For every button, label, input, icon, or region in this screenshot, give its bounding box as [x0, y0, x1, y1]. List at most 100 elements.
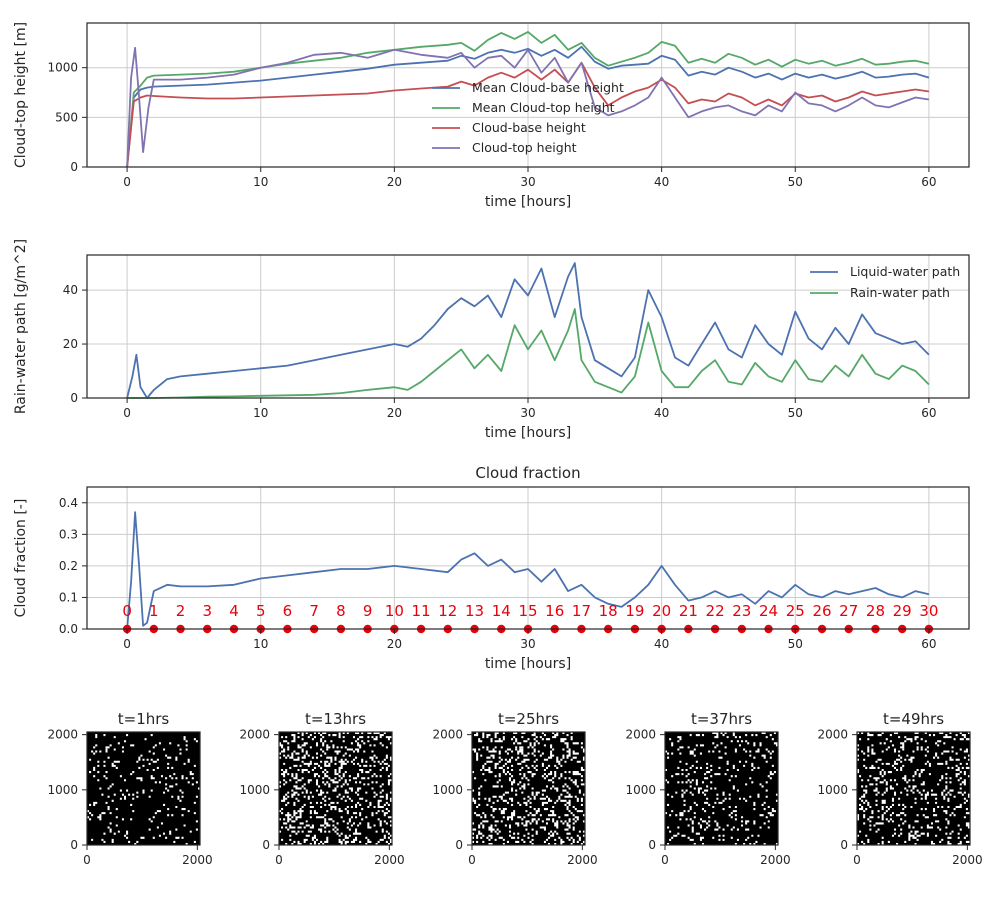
snapshot-marker-label: 23: [732, 602, 751, 620]
y-tick-label: 2000: [47, 728, 78, 742]
y-tick-label: 2000: [625, 728, 656, 742]
series-line-2: [126, 61, 930, 168]
cloud-mask-frame: [86, 731, 201, 846]
y-tick-label: 2000: [239, 728, 270, 742]
x-axis-label: time [hours]: [485, 656, 571, 672]
y-tick-label: 1000: [432, 783, 463, 797]
snapshot-marker-label: 25: [786, 602, 805, 620]
y-tick-label: 0: [262, 838, 270, 852]
y-tick-label: 0: [70, 160, 78, 174]
snapshot-marker-label: 1: [149, 602, 159, 620]
y-tick-label: 0: [70, 391, 78, 405]
series-line-0: [126, 45, 930, 168]
y-tick-label: 1000: [625, 783, 656, 797]
cloud-mask-panel: 0 2000 0 1000 2000 t=25hrs: [432, 710, 597, 867]
x-tick-label: 50: [788, 406, 803, 420]
y-tick-label: 2000: [432, 728, 463, 742]
snapshot-marker-label: 30: [919, 602, 938, 620]
y-tick-label: 0.1: [59, 590, 78, 604]
series-line-0: [126, 262, 930, 399]
snapshot-marker-label: 8: [336, 602, 346, 620]
x-tick-label: 10: [253, 175, 268, 189]
snapshot-marker-label: 27: [839, 602, 858, 620]
x-axis-label: time [hours]: [485, 194, 571, 210]
x-tick-label: 2000: [760, 853, 791, 867]
snapshot-marker-label: 10: [385, 602, 404, 620]
cloud-mask-frame: [664, 731, 779, 846]
cloud-mask-frame: [856, 731, 971, 846]
snapshot-marker-label: 24: [759, 602, 778, 620]
y-axis-label: Cloud-top height [m]: [13, 22, 29, 168]
snapshot-marker-label: 14: [492, 602, 511, 620]
water-path-panel: 0 10 20 30 40 50 60 0 20 40 time [hours] Rain-water…: [13, 239, 970, 441]
x-tick-label: 30: [520, 406, 535, 420]
snapshot-marker-label: 28: [866, 602, 885, 620]
x-tick-label: 20: [387, 175, 402, 189]
y-tick-label: 1000: [47, 61, 78, 75]
x-tick-label: 10: [253, 406, 268, 420]
snapshot-marker-label: 0: [122, 602, 132, 620]
cloud-mask-title: t=49hrs: [883, 710, 944, 728]
y-tick-label: 1000: [47, 783, 78, 797]
cloud-mask-frame: [471, 731, 586, 846]
series-line-1: [127, 308, 930, 399]
x-tick-label: 50: [788, 175, 803, 189]
x-axis-label: time [hours]: [485, 425, 571, 441]
cloud-mask-panel: 0 2000 0 1000 2000 t=37hrs: [625, 710, 790, 867]
x-tick-label: 0: [123, 637, 131, 651]
y-tick-label: 1000: [817, 783, 848, 797]
y-axis-label: Cloud fraction [-]: [13, 499, 29, 618]
y-tick-label: 0.0: [59, 622, 78, 636]
snapshot-marker-label: 29: [893, 602, 912, 620]
x-tick-label: 0: [853, 853, 861, 867]
x-tick-label: 0: [468, 853, 476, 867]
legend-entry: Cloud-base height: [472, 120, 586, 135]
x-tick-label: 60: [921, 406, 936, 420]
y-tick-label: 0.3: [59, 527, 78, 541]
x-tick-label: 0: [123, 175, 131, 189]
snapshot-marker-label: 5: [256, 602, 266, 620]
snapshot-marker-label: 26: [812, 602, 831, 620]
x-tick-label: 30: [520, 175, 535, 189]
x-tick-label: 10: [253, 637, 268, 651]
snapshot-marker-label: 18: [599, 602, 618, 620]
y-tick-label: 0.4: [59, 496, 78, 510]
snapshot-marker-label: 11: [412, 602, 431, 620]
snapshot-marker-label: 9: [363, 602, 373, 620]
snapshot-marker-label: 2: [176, 602, 186, 620]
snapshot-marker-label: 16: [545, 602, 564, 620]
y-tick-label: 0: [70, 838, 78, 852]
legend-entry: Cloud-top height: [472, 140, 577, 155]
x-tick-label: 2000: [182, 853, 213, 867]
y-tick-label: 40: [63, 283, 78, 297]
x-tick-label: 50: [788, 637, 803, 651]
x-tick-label: 2000: [374, 853, 405, 867]
legend-entry: Mean Cloud-top height: [472, 100, 615, 115]
x-tick-label: 30: [520, 637, 535, 651]
x-tick-label: 20: [387, 406, 402, 420]
legend-entry: Liquid-water path: [850, 264, 960, 279]
series-line-3: [126, 46, 930, 168]
cloud-height-panel: 0 10 20 30 40 50 60 0 500 1000 time [hours] Cloud-t…: [13, 22, 970, 210]
x-tick-label: 2000: [567, 853, 598, 867]
cloud-mask-pixels: [279, 732, 392, 845]
snapshot-marker-label: 4: [229, 602, 239, 620]
y-axis-label: Rain-water path [g/m^2]: [13, 239, 29, 414]
cloud-fraction-panel: 0 1 2 3 4 5 6 7 8 9 10 11 12 13 14 15 16 17 18 19 20 21 22 23 24…: [13, 464, 970, 672]
snapshot-marker-label: 13: [465, 602, 484, 620]
snapshot-marker-label: 22: [706, 602, 725, 620]
chart-title: Cloud fraction: [475, 464, 580, 482]
cloud-mask-background: [87, 732, 200, 845]
cloud-mask-panel: 0 2000 0 1000 2000 t=1hrs: [47, 710, 212, 867]
x-tick-label: 40: [654, 406, 669, 420]
snapshot-marker-label: 21: [679, 602, 698, 620]
cloud-mask-panel: 0 2000 0 1000 2000 t=13hrs: [239, 710, 404, 867]
x-tick-label: 20: [387, 637, 402, 651]
snapshot-marker-label: 17: [572, 602, 591, 620]
cloud-mask-pixels: [472, 732, 585, 845]
x-tick-label: 40: [654, 175, 669, 189]
x-tick-label: 60: [921, 637, 936, 651]
x-tick-label: 40: [654, 637, 669, 651]
cloud-mask-title: t=1hrs: [118, 710, 170, 728]
